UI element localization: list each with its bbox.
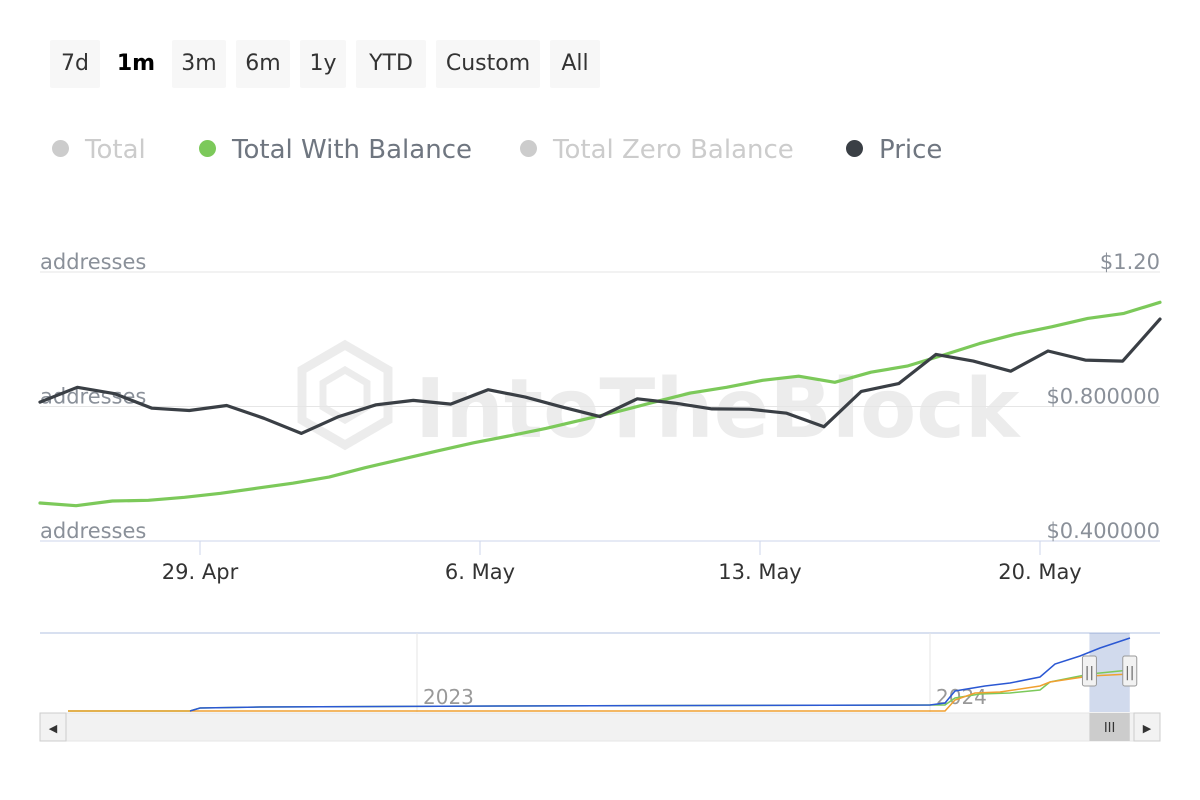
range-button-custom[interactable]: Custom <box>436 40 540 88</box>
handle-grip-icon: || <box>1125 665 1134 681</box>
right-axis-tick-label: $0.400000 <box>1046 519 1160 543</box>
legend-label: Total Zero Balance <box>553 135 794 165</box>
navigator-series-total <box>189 637 1131 712</box>
legend-label: Total With Balance <box>232 135 472 165</box>
navigator-scrollbar[interactable]: ◀ ▶ III <box>39 712 1161 742</box>
legend-item-price[interactable]: Price <box>846 130 942 170</box>
legend-label: Total <box>85 135 146 165</box>
left-axis-tick-label: addresses <box>40 250 146 274</box>
range-button-7d[interactable]: 7d <box>50 40 100 88</box>
x-axis-tick-label: 13. May <box>718 560 802 584</box>
range-button-1y[interactable]: 1y <box>300 40 346 88</box>
scrollbar-track[interactable] <box>39 712 1161 742</box>
x-axis-tick-label: 6. May <box>445 560 515 584</box>
range-button-1m[interactable]: 1m <box>110 40 162 88</box>
scroll-right-arrow-icon: ▶ <box>1143 722 1152 735</box>
range-button-ytd[interactable]: YTD <box>356 40 426 88</box>
legend-item-total-with-balance[interactable]: Total With Balance <box>199 130 472 170</box>
scrollbar-left-button[interactable] <box>39 712 67 742</box>
navigator-year-label: 2023 <box>423 685 474 709</box>
scroll-left-arrow-icon: ◀ <box>49 722 58 735</box>
legend-item-total[interactable]: Total <box>52 130 146 170</box>
navigator-right-handle[interactable]: || <box>1122 655 1138 687</box>
legend-label: Price <box>879 135 943 165</box>
right-axis-tick-label: $1.20 <box>1100 250 1160 274</box>
navigator-series-zero-balance <box>68 673 1131 712</box>
right-axis-tick-label: $0.800000 <box>1046 385 1160 409</box>
legend-dot-icon <box>846 140 863 157</box>
x-axis-tick-label: 29. Apr <box>162 560 239 584</box>
x-axis-tick-label: 20. May <box>998 560 1082 584</box>
navigator[interactable]: 2023 2024|| ||◀ ▶III <box>39 632 1161 742</box>
legend-dot-icon <box>52 140 69 157</box>
range-button-3m[interactable]: 3m <box>172 40 226 88</box>
handle-grip-icon: || <box>1085 665 1094 681</box>
scrollbar-grip-icon: III <box>1104 721 1116 736</box>
watermark-logo-icon <box>297 339 393 451</box>
legend-dot-icon <box>520 140 537 157</box>
legend-item-total-zero-balance[interactable]: Total Zero Balance <box>520 130 794 170</box>
left-axis-tick-label: addresses <box>40 519 146 543</box>
scrollbar-thumb[interactable] <box>1089 713 1130 741</box>
range-button-all[interactable]: All <box>550 40 600 88</box>
range-button-6m[interactable]: 6m <box>236 40 290 88</box>
series-layer <box>38 300 1162 508</box>
scrollbar-right-button[interactable] <box>1133 712 1161 742</box>
navigator-left-handle[interactable]: || <box>1081 655 1097 687</box>
series-line-price <box>38 317 1162 435</box>
legend-dot-icon <box>199 140 216 157</box>
